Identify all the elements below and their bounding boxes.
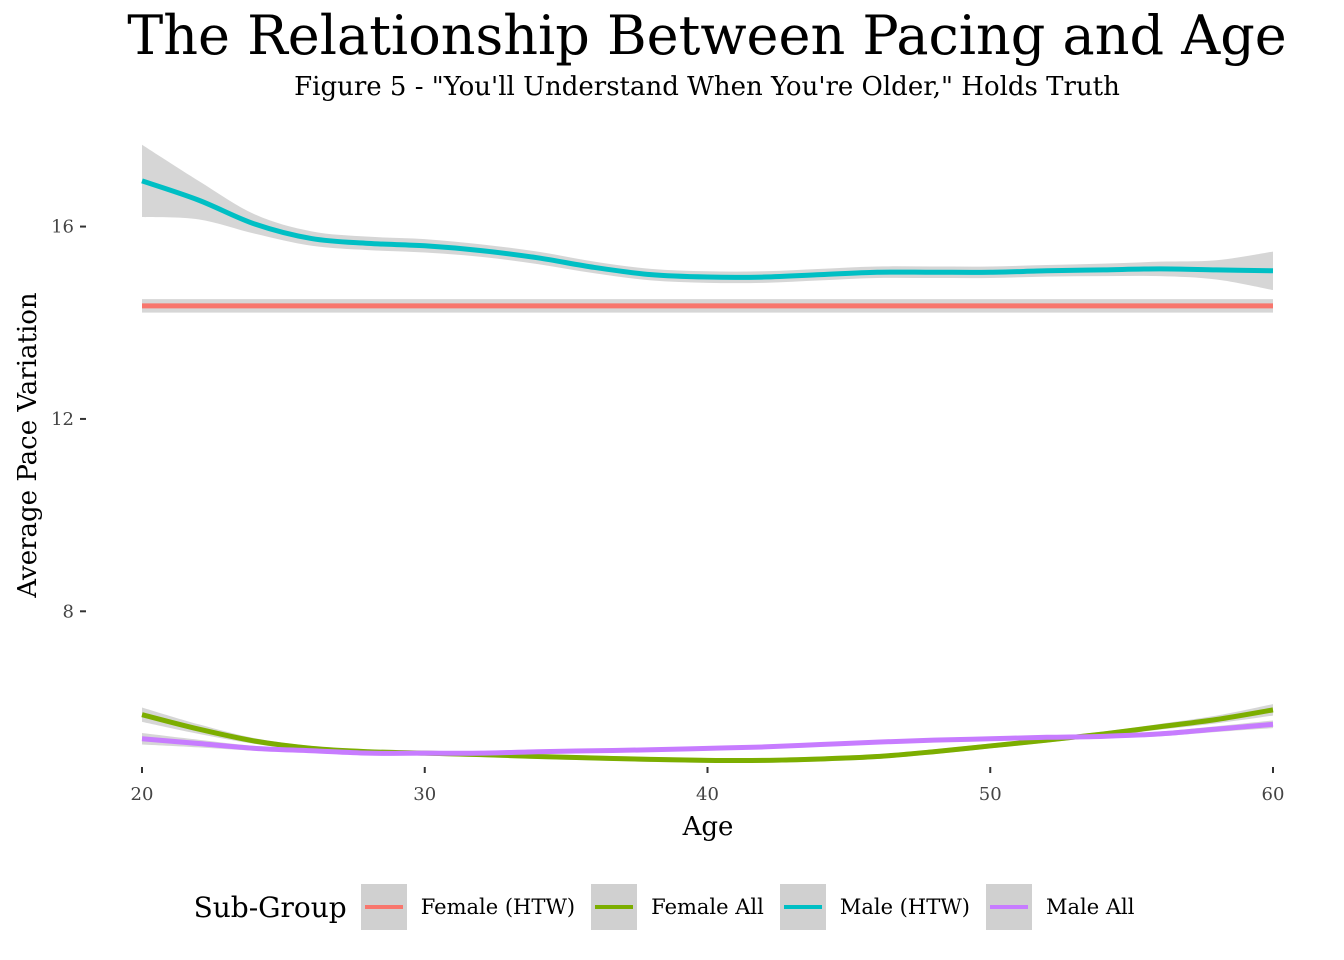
y-tick-label: 12 [51,409,74,430]
legend-key-female-all [591,884,638,930]
chart-title: The Relationship Between Pacing and Age [127,4,1287,67]
legend-swatch [595,905,634,909]
legend-title: Sub-Group [193,890,347,924]
legend-item-female-all: Female All [591,884,764,930]
legend: Sub-Group Female (HTW) Female All Male (HT… [0,884,1344,930]
series-line-male-htw [141,178,1274,280]
y-tick-label: 8 [63,601,74,622]
ci-band-male-htw [142,144,1273,291]
x-tick-label: 60 [1262,784,1285,805]
legend-swatch [364,905,403,909]
legend-key-male-htw [779,884,826,930]
series-lines [141,178,1274,764]
legend-key-male-all [985,884,1032,930]
chart-subtitle: Figure 5 - "You'll Understand When You'r… [294,72,1120,102]
legend-item-female-htw: Female (HTW) [360,884,576,930]
series-line-male-all [141,721,1274,756]
legend-label: Male (HTW) [839,895,970,919]
x-tick-label: 50 [979,784,1002,805]
y-tick-label: 16 [51,217,74,238]
legend-swatch [783,905,822,909]
chart-plot: 8 12 16 20 30 40 50 60 Age Average Pace Variat… [13,144,1285,842]
legend-item-male-all: Male All [985,884,1135,930]
y-axis-title: Average Pace Variation [13,292,43,599]
legend-label: Female All [651,895,764,919]
legend-key-female-htw [360,884,407,930]
x-tick-label: 40 [696,784,719,805]
legend-label: Female (HTW) [420,895,576,919]
legend-label: Male All [1045,895,1135,919]
legend-item-male-htw: Male (HTW) [779,884,970,930]
y-axis: 8 12 16 [51,217,86,622]
legend-swatch [989,905,1028,909]
x-axis: 20 30 40 50 60 [131,767,1285,805]
legend-items: Female (HTW) Female All Male (HTW) Male All [360,884,1151,930]
x-axis-title: Age [682,812,734,842]
x-tick-label: 20 [131,784,154,805]
x-tick-label: 30 [413,784,436,805]
